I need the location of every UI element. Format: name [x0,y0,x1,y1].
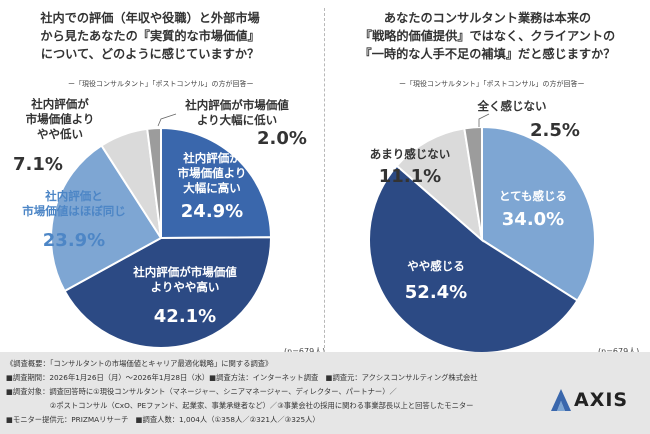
right-slice-label-3: あまり感じない 11.1% [370,147,451,187]
right-slice-label-1: とても感じる 34.0% [499,189,567,230]
right-slice-name-1: とても感じる [499,189,567,203]
right-chart-panel: あなたのコンサルタント業務は本来の 『戦略的価値提供』ではなく、クライアントの … [325,0,650,356]
left-slice-name-1: 市場価値より [178,166,247,180]
right-slice-4 [463,125,483,241]
left-slice-1 [160,126,273,240]
left-slice-name-4: 市場価値より [26,112,95,126]
right-subnote: ー「現役コンサルタント」「ポストコンサル」の方が回答ー [399,80,585,88]
axis-logo: AXIS [550,388,646,414]
left-slice-name-2: 社内評価が市場価値 [132,265,237,279]
right-sample-size: (n=679人) [598,346,639,357]
right-slice-label-4: 全く感じない 2.5% [477,99,580,141]
survey-target-2: ②ポストコンサル（CxO、PEファンド、起業家、事業承継者など）／③事業会社の採… [6,401,474,410]
survey-target-1: ■調査対象：調査回答時に①現役コンサルタント（マネージャー、シニアマネージャー、… [6,387,397,396]
axis-logo-text: AXIS [574,389,629,411]
left-slice-value-5: 2.0% [257,128,307,149]
survey-title: 《調査概要：「コンサルタントの市場価値とキャリア最適化戦略」に関する調査》 [6,359,273,368]
left-question-title: 社内での評価（年収や役職）と外部市場 から見たあなたの『実質的な市場価値』 につ… [0,9,300,63]
left-slice-value-3: 23.9% [43,230,105,251]
left-chart-panel: 社内での評価（年収や役職）と外部市場 から見たあなたの『実質的な市場価値』 につ… [0,0,325,356]
left-slice-3 [50,144,163,293]
left-title-line-3: について、どのように感じていますか？ [40,47,260,61]
left-title-line-2: から見たあなたの『実質的な市場価値』 [40,29,260,43]
left-slice-name-1: 大幅に高い [183,181,241,195]
right-title-line-1: あなたのコンサルタント業務は本来の [383,11,592,25]
left-slice-name-2: よりやや高い [151,280,220,294]
panel-divider [324,8,325,353]
left-slice-name-4: 社内評価が [30,97,89,111]
left-slice-name-5: 社内評価が市場価値 [184,98,289,112]
right-slice-name-2: やや感じる [407,259,465,273]
left-slice-2 [63,236,272,349]
left-slice-value-2: 42.1% [154,306,216,327]
left-sample-size: (n=679人) [284,346,325,357]
right-slice-value-3: 11.1% [379,166,441,187]
left-slice-name-3: 市場価値はほぼ同じ [22,204,126,218]
right-title-line-2: 『戦略的価値提供』ではなく、クライアントの [359,29,616,43]
right-leader-line-1 [478,113,490,127]
left-slice-name-5: より大幅に低い [197,113,277,127]
right-slice-value-2: 52.4% [405,282,467,303]
left-slice-5 [146,126,162,239]
survey-footer: 《調査概要：「コンサルタントの市場価値とキャリア最適化戦略」に関する調査》 ■調… [0,352,650,434]
right-slice-value-1: 34.0% [502,209,564,230]
survey-sample: ■モニター提供元：PRIZMAリサーチ ■調査人数：1,004人（①358人／②… [6,415,320,424]
left-leader-line-1 [157,113,177,127]
left-slice-name-3: 社内評価と [44,189,103,203]
right-slice-value-4: 2.5% [530,120,580,141]
left-title-line-1: 社内での評価（年収や役職）と外部市場 [40,11,260,25]
left-slice-value-1: 24.9% [181,201,243,222]
right-slice-name-4: 全く感じない [477,99,547,113]
right-question-title: あなたのコンサルタント業務は本来の 『戦略的価値提供』ではなく、クライアントの … [327,9,648,63]
left-slice-value-4: 7.1% [13,154,63,175]
left-slice-name-1: 社内評価が [182,151,241,165]
survey-period: ■調査期間：2026年1月26日（月）〜2026年1月28日（水）■調査方法：イ… [6,373,478,382]
axis-logo-icon [551,389,571,411]
right-slice-label-2: やや感じる 52.4% [405,259,467,303]
right-slice-2 [368,164,579,354]
right-pie-chart: とても感じる 34.0% やや感じる 52.4% あまり感じない 11.1% 全く感じない 2… [368,99,596,354]
left-subnote: ー「現役コンサルタント」「ポストコンサル」の方が回答ー [68,80,254,88]
right-title-line-3: 『一時的な人手不足の補填』だと感じますか？ [359,47,616,61]
right-slice-name-3: あまり感じない [370,147,451,161]
left-pie-chart: 社内評価が市場価値より大幅に高い24.9%社内評価が市場価値よりやや高い42.1… [13,97,307,349]
right-slice-3 [395,127,484,243]
left-slice-name-4: やや低い [37,127,83,141]
